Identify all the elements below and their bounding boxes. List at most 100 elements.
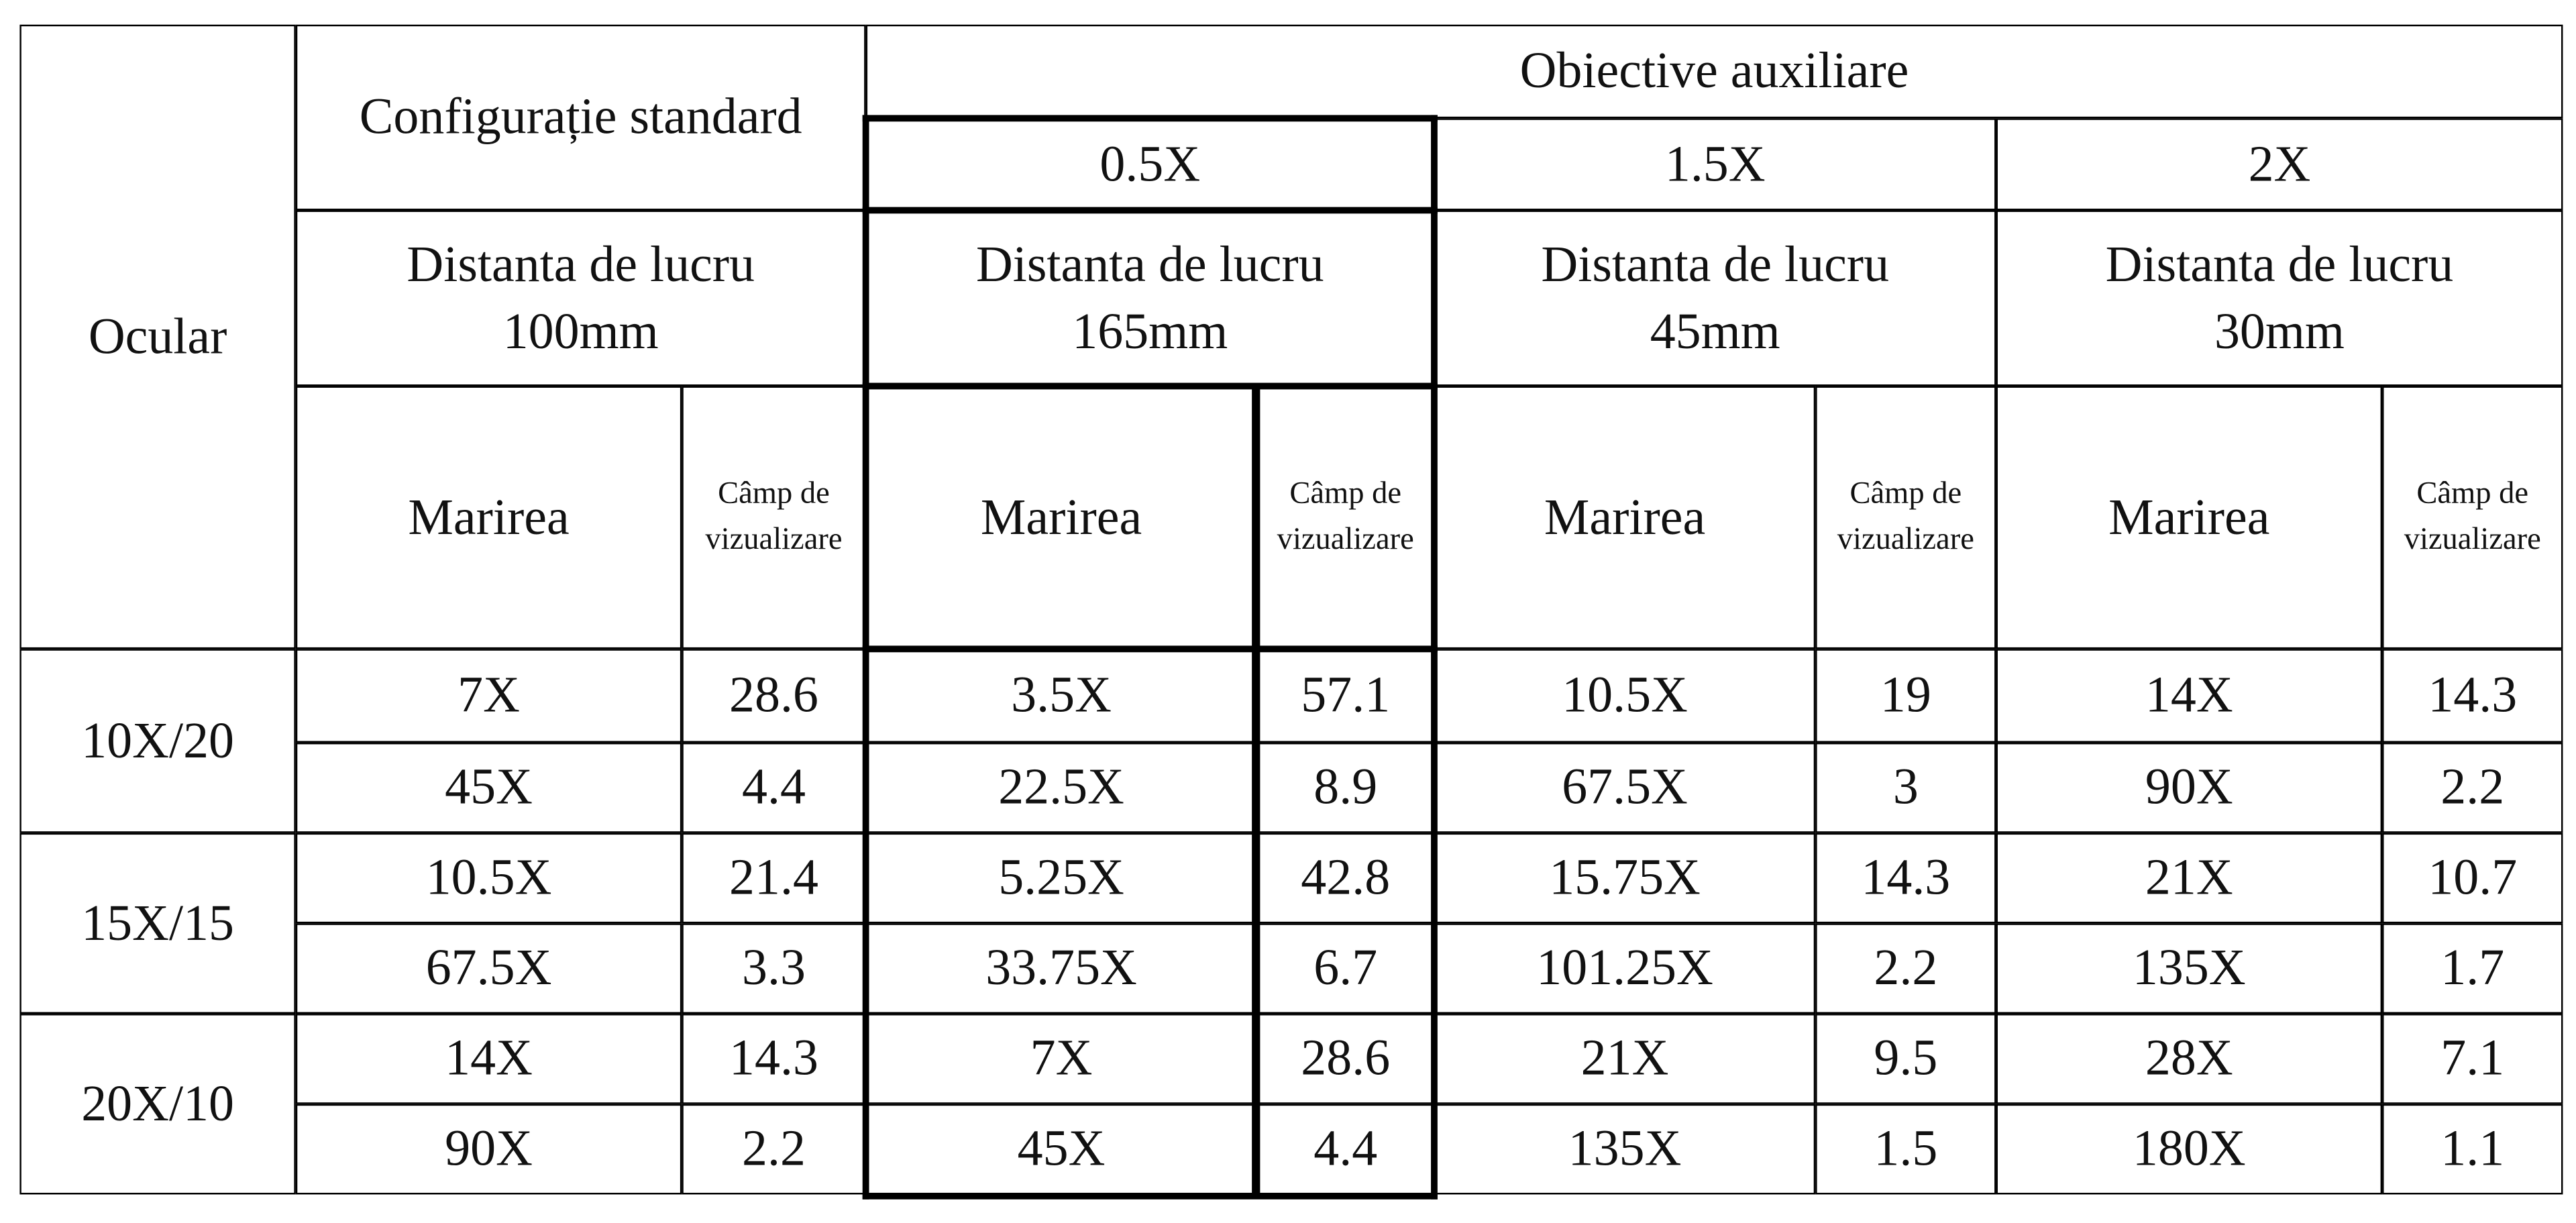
magnification-cell: 101.25X: [1434, 923, 1816, 1014]
field-header-text: Câmp de vizualizare: [705, 477, 843, 557]
field-cell: 2.2: [2382, 742, 2563, 833]
field-cell-text: 3.3: [742, 939, 806, 996]
magnification-cell: 10.5X: [295, 833, 682, 924]
magnification-cell-text: 7X: [1030, 1028, 1093, 1087]
field-cell-text: 14.3: [1861, 848, 1951, 906]
field-cell: 2.2: [682, 1104, 866, 1195]
magnification-cell: 45X: [865, 1104, 1257, 1195]
ocular-header: Ocular: [19, 24, 296, 649]
field-cell: 42.8: [1256, 833, 1434, 924]
magnification-cell: 3.5X: [865, 649, 1257, 743]
field-cell-text: 1.1: [2440, 1119, 2505, 1177]
field-cell: 21.4: [682, 833, 866, 924]
field-cell: 7.1: [2382, 1014, 2563, 1104]
distance-header: Distanta de lucru 30mm: [1996, 210, 2563, 386]
magnification-cell: 22.5X: [865, 742, 1257, 833]
magnification-cell-text: 3.5X: [1011, 666, 1112, 724]
emphasis-border: [862, 207, 1438, 214]
field-header-text: Câmp de vizualizare: [2404, 477, 2541, 557]
field-cell-text: 2.2: [2440, 757, 2505, 816]
magnification-cell: 28X: [1996, 1014, 2383, 1104]
distance-header-text: 100mm: [502, 301, 659, 360]
emphasis-border: [862, 1192, 1438, 1200]
magnification-cell: 15.75X: [1434, 833, 1816, 924]
distance-header: Distanta de lucru 100mm: [295, 210, 866, 386]
magnification-cell-text: 90X: [445, 1119, 533, 1177]
field-header-text: Câmp de vizualizare: [1837, 477, 1974, 557]
emphasis-border: [862, 382, 1438, 390]
field-cell: 19: [1815, 649, 1996, 743]
magnification-cell: 7X: [865, 1014, 1257, 1104]
field-cell-text: 4.4: [1313, 1119, 1378, 1177]
field-cell: 14.3: [2382, 649, 2563, 743]
magnification-cell-text: 14X: [2145, 666, 2233, 724]
auxiliary-header: Obiective auxiliare: [865, 24, 2563, 119]
distance-header-text: Distanta de lucru: [1541, 235, 1890, 293]
magnification-cell: 67.5X: [1434, 742, 1816, 833]
field-cell: 6.7: [1256, 923, 1434, 1014]
magnification-cell: 67.5X: [295, 923, 682, 1014]
distance-header: Distanta de lucru 45mm: [1434, 210, 1996, 386]
objective-header-text: 0.5X: [1099, 134, 1201, 193]
magnification-cell: 21X: [1996, 833, 2383, 924]
magnification-cell-text: 15.75X: [1549, 848, 1701, 906]
magnification-header: Marirea: [1996, 386, 2383, 649]
auxiliary-header-text: Obiective auxiliare: [1519, 42, 1909, 99]
field-cell-text: 10.7: [2428, 848, 2518, 906]
field-cell-text: 28.6: [729, 666, 818, 724]
magnification-cell: 135X: [1996, 923, 2383, 1014]
magnification-cell-text: 67.5X: [1562, 757, 1688, 816]
emphasis-border: [862, 115, 869, 1200]
distance-header-text: Distanta de lucru: [2105, 235, 2454, 293]
magnification-cell-text: 14X: [445, 1028, 533, 1087]
field-cell-text: 4.4: [742, 757, 806, 816]
magnification-header-text: Marirea: [2108, 487, 2270, 545]
magnification-cell: 45X: [295, 742, 682, 833]
emphasis-border: [1431, 115, 1438, 1200]
standard-header: Configurație standard: [295, 24, 866, 211]
magnification-header-text: Marirea: [408, 487, 570, 545]
field-header: Câmp de vizualizare: [682, 386, 866, 649]
magnification-cell-text: 67.5X: [425, 939, 552, 996]
field-cell-text: 2.2: [1874, 939, 1938, 996]
field-cell: 14.3: [682, 1014, 866, 1104]
magnification-cell: 21X: [1434, 1014, 1816, 1104]
emphasis-border: [862, 115, 1438, 122]
field-header-text: Câmp de vizualizare: [1277, 477, 1414, 557]
emphasis-border: [1252, 386, 1260, 1196]
distance-header-text: 45mm: [1650, 301, 1780, 360]
field-cell-text: 14.3: [729, 1028, 818, 1087]
field-cell-text: 6.7: [1313, 939, 1378, 996]
ocular-header-text: Ocular: [88, 307, 227, 365]
distance-header-text: 165mm: [1072, 301, 1228, 360]
magnification-cell-text: 10.5X: [1562, 666, 1688, 724]
objective-header: 2X: [1996, 118, 2563, 211]
standard-header-text: Configurație standard: [359, 87, 802, 146]
magnification-cell-text: 101.25X: [1536, 939, 1713, 996]
field-cell-text: 3: [1892, 757, 1919, 816]
magnification-cell-text: 180X: [2132, 1119, 2246, 1177]
magnification-header: Marirea: [295, 386, 682, 649]
field-cell: 8.9: [1256, 742, 1434, 833]
field-cell: 1.5: [1815, 1104, 1996, 1195]
emphasis-border: [862, 645, 1438, 653]
magnification-header: Marirea: [1434, 386, 1816, 649]
field-cell-text: 28.6: [1301, 1028, 1391, 1087]
magnification-cell-text: 28X: [2145, 1028, 2233, 1087]
eyepiece-cell-text: 20X/10: [81, 1074, 234, 1132]
magnification-cell-text: 45X: [445, 757, 533, 816]
eyepiece-cell: 10X/20: [19, 649, 296, 833]
objective-header-text: 2X: [2248, 134, 2311, 193]
magnification-cell: 14X: [1996, 649, 2383, 743]
magnification-header-text: Marirea: [1544, 487, 1706, 545]
eyepiece-cell-text: 10X/20: [81, 711, 234, 769]
magnification-cell: 135X: [1434, 1104, 1816, 1195]
field-cell-text: 8.9: [1313, 757, 1378, 816]
field-cell: 4.4: [1256, 1104, 1434, 1195]
field-cell-text: 1.5: [1874, 1119, 1938, 1177]
eyepiece-cell: 20X/10: [19, 1014, 296, 1195]
magnification-cell-text: 10.5X: [425, 848, 552, 906]
field-cell: 1.1: [2382, 1104, 2563, 1195]
